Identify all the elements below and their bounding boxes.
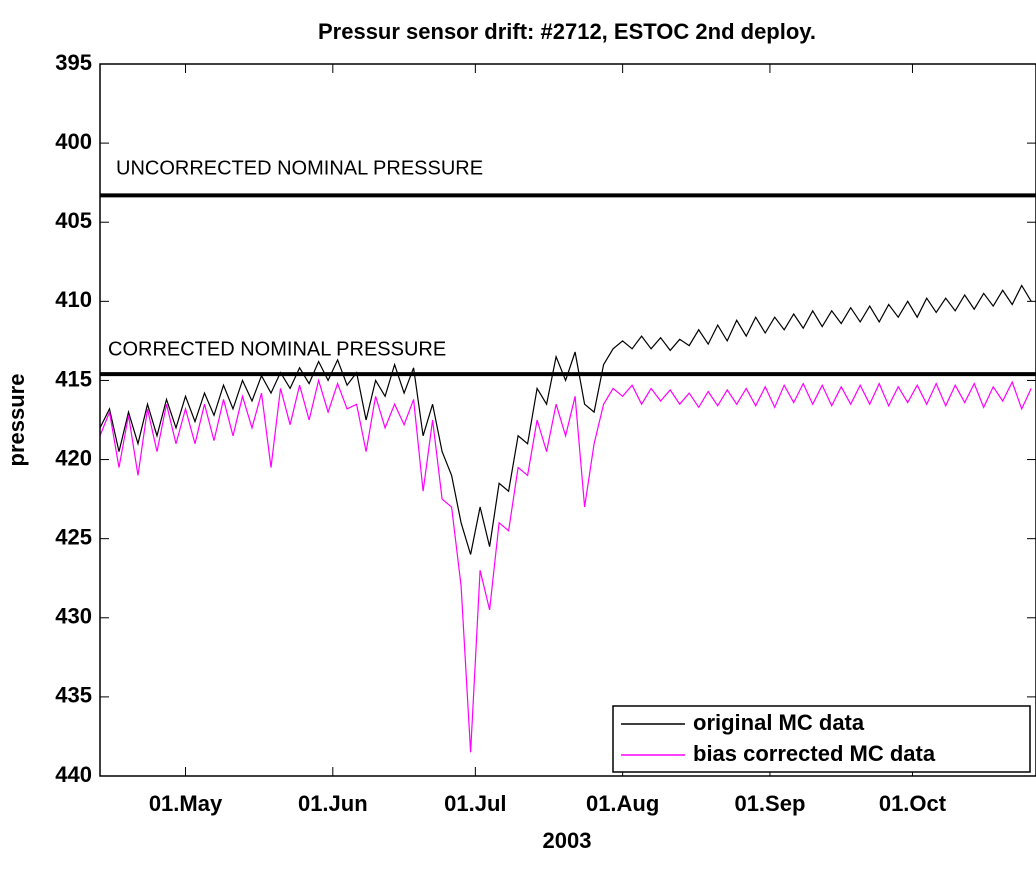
y-tick-label: 435 [55, 683, 92, 708]
y-tick-label: 395 [55, 50, 92, 75]
x-tick-label: 01.Sep [734, 791, 805, 816]
series-line [100, 284, 1032, 555]
x-axis-label: 2003 [543, 828, 592, 853]
x-tick-label: 01.Jul [444, 791, 506, 816]
x-tick-label: 01.Jun [298, 791, 368, 816]
x-tick-label: 01.May [149, 791, 223, 816]
y-tick-label: 410 [55, 287, 92, 312]
legend-label: original MC data [693, 710, 865, 735]
legend-label: bias corrected MC data [693, 741, 936, 766]
series-line [100, 378, 1032, 753]
y-tick-label: 425 [55, 524, 92, 549]
x-tick-label: 01.Oct [879, 791, 947, 816]
reference-label: CORRECTED NOMINAL PRESSURE [108, 338, 446, 360]
y-tick-label: 415 [55, 366, 92, 391]
y-tick-label: 440 [55, 762, 92, 787]
y-tick-label: 420 [55, 445, 92, 470]
y-tick-label: 405 [55, 208, 92, 233]
chart-title: Pressur sensor drift: #2712, ESTOC 2nd d… [318, 19, 816, 44]
y-tick-label: 430 [55, 604, 92, 629]
x-tick-label: 01.Aug [586, 791, 659, 816]
legend-box [612, 705, 1031, 773]
y-tick-label: 400 [55, 129, 92, 154]
plot-frame [99, 63, 1036, 777]
y-axis-label: pressure [4, 374, 29, 467]
reference-label: UNCORRECTED NOMINAL PRESSURE [116, 158, 483, 180]
